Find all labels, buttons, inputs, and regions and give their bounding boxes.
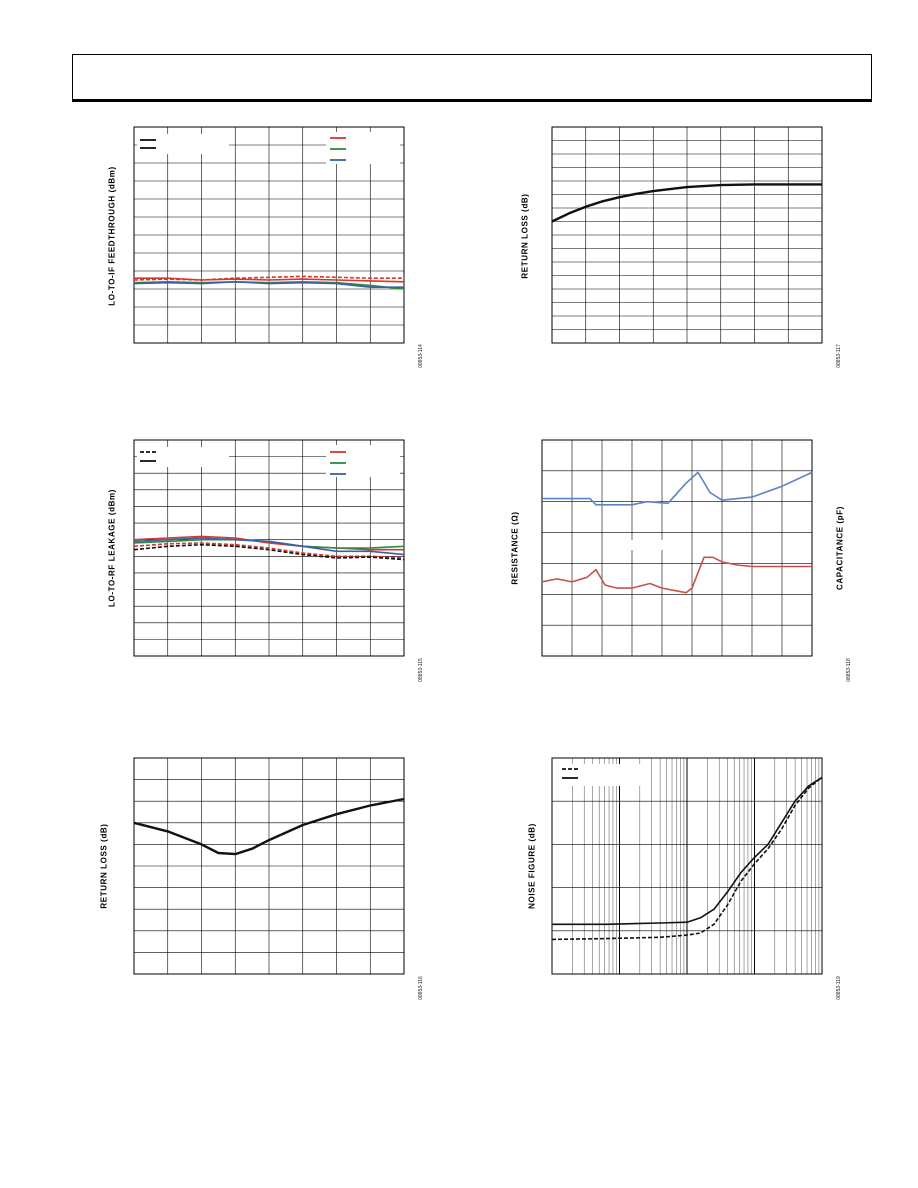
chart1-legend-right bbox=[326, 132, 400, 164]
chart3-figure-id: 08853-115 bbox=[418, 658, 424, 682]
chart3-series-line bbox=[133, 542, 405, 559]
chart4-series-line bbox=[541, 556, 812, 594]
chart2-plot-frame bbox=[551, 126, 823, 344]
chart3-series-line bbox=[133, 535, 404, 551]
chart6-legend bbox=[557, 764, 641, 786]
chart3-plot-frame bbox=[133, 439, 405, 657]
chart1-legend-left bbox=[137, 134, 229, 154]
chart6-series-line bbox=[552, 776, 823, 926]
chart3-legend-left bbox=[137, 447, 229, 467]
chart1-y-axis-label: LO-TO-IF FEEDTHROUGH (dBm) bbox=[107, 166, 117, 306]
chart5-series-line bbox=[133, 797, 405, 856]
chart4-figure-id: 08853-118 bbox=[846, 658, 852, 682]
chart2-series-line bbox=[551, 183, 822, 223]
chart3-series-line bbox=[133, 543, 405, 561]
chart4-plot-frame bbox=[541, 439, 813, 657]
chart4-y-axis-label-right: CAPACITANCE (pF) bbox=[835, 506, 845, 590]
chart6-plot-frame bbox=[551, 757, 823, 975]
chart4-annotation-gap bbox=[604, 540, 664, 550]
chart4-series-line bbox=[542, 471, 813, 506]
chart3-series-line bbox=[133, 538, 405, 549]
chart6-figure-id: 08853-119 bbox=[836, 976, 842, 1000]
chart2-figure-id: 08853-117 bbox=[836, 344, 842, 368]
chart2-y-axis-label: RETURN LOSS (dB) bbox=[520, 193, 530, 279]
chart4-y-axis-label: RESISTANCE (Ω) bbox=[510, 511, 520, 585]
chart5-plot-frame bbox=[133, 757, 405, 975]
chart1-figure-id: 08853-114 bbox=[418, 344, 424, 368]
chart5-figure-id: 08853-116 bbox=[418, 976, 424, 1000]
chart6-y-axis-label: NOISE FIGURE (dB) bbox=[527, 823, 537, 909]
chart6-series-line bbox=[551, 776, 823, 941]
chart1-series-line bbox=[134, 277, 405, 283]
chart1-series-line bbox=[133, 275, 404, 281]
chart1-series-line bbox=[133, 280, 404, 289]
chart3-series-line bbox=[133, 537, 405, 556]
chart1-plot-frame bbox=[133, 126, 405, 344]
chart1-series-line bbox=[133, 280, 405, 290]
chart5-y-axis-label: RETURN LOSS (dB) bbox=[99, 823, 109, 909]
chart3-y-axis-label: LO-TO-RF LEAKAGE (dBm) bbox=[107, 489, 117, 607]
page-header-box bbox=[72, 54, 872, 102]
chart3-legend-right bbox=[326, 445, 400, 477]
